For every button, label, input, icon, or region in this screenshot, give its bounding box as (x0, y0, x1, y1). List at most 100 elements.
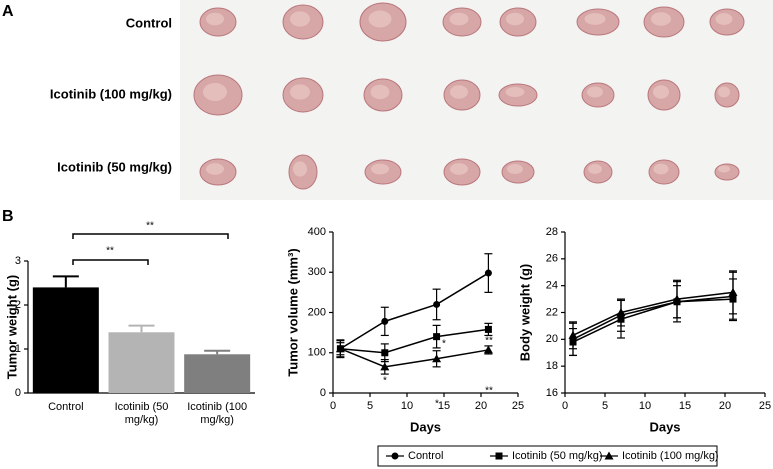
tumor-highlight (450, 85, 468, 99)
marker (616, 308, 626, 316)
series-line (340, 328, 489, 354)
y-tick-label: 3 (15, 255, 21, 267)
y-tick-label: 28 (546, 226, 558, 238)
x-tick-label: 25 (759, 400, 771, 412)
tumor-highlight (449, 12, 469, 26)
marker (484, 325, 492, 333)
tumor-highlight (368, 10, 392, 28)
series-line (572, 295, 734, 341)
tumor-highlight (653, 163, 669, 175)
x-tick-label: 25 (512, 400, 524, 412)
legend-label: Icotinib (50 mg/kg) (512, 450, 602, 462)
legend-label: Icotinib (100 mg/kg) (622, 450, 719, 462)
row-label: Control (126, 15, 172, 30)
tumor-highlight (715, 13, 733, 25)
series-line (572, 298, 734, 343)
x-tick-label: 20 (475, 400, 487, 412)
annotation: ** (106, 246, 114, 257)
x-tick-label: 20 (719, 400, 731, 412)
tumor-highlight (206, 163, 224, 175)
x-tick-label: Icotinib (50 mg/kg) (114, 401, 169, 426)
bar (184, 354, 251, 393)
x-tick-label: 0 (562, 400, 568, 412)
marker (381, 349, 389, 357)
annotation: * (435, 399, 439, 410)
marker (335, 344, 345, 353)
marker (483, 345, 493, 354)
annotation: ** (146, 221, 154, 232)
tumor-highlight (505, 87, 525, 97)
tumor-highlight (206, 12, 224, 26)
legend-marker (495, 452, 503, 460)
tumor-highlight (203, 83, 227, 101)
legend-marker (604, 451, 614, 460)
tumor-highlight (371, 163, 389, 175)
marker (484, 269, 492, 277)
y-tick-label: 16 (546, 387, 558, 399)
tumor-highlight (718, 165, 730, 173)
marker (432, 354, 442, 363)
panel-label: A (2, 3, 14, 20)
marker (568, 330, 578, 339)
annotation: * (442, 339, 446, 350)
significance-bracket (72, 259, 149, 265)
tumor-highlight (588, 164, 602, 174)
tumor-highlight (290, 11, 310, 27)
y-tick-label: 24 (546, 280, 558, 292)
tumor-highlight (718, 86, 730, 98)
y-tick-label: 26 (546, 253, 558, 265)
tumor-highlight (584, 13, 606, 25)
row-label: Icotinib (100 mg/kg) (50, 86, 172, 101)
annotation: ** (485, 336, 493, 347)
y-axis-label: Body weight (g) (517, 264, 532, 362)
marker (433, 300, 441, 308)
legend-marker (391, 452, 399, 460)
x-tick-label: 5 (367, 400, 373, 412)
bar (108, 332, 175, 393)
y-tick-label: 0 (320, 387, 326, 399)
x-axis-label: Days (649, 419, 680, 434)
x-tick-label: 5 (602, 400, 608, 412)
row-label: Icotinib (50 mg/kg) (57, 159, 172, 174)
tumor-highlight (587, 86, 603, 98)
tumor-highlight (293, 161, 307, 177)
y-axis-label: Tumor volume (mm³) (285, 248, 300, 376)
series-line (340, 272, 489, 350)
y-tick-label: 300 (308, 266, 326, 278)
series-line (572, 291, 734, 336)
annotation: * (383, 376, 387, 387)
y-tick-label: 20 (546, 333, 558, 345)
tumor-highlight (653, 85, 669, 99)
tumor-highlight (506, 12, 524, 26)
marker (380, 362, 390, 371)
tumor-highlight (507, 164, 523, 174)
tumor-highlight (370, 84, 390, 100)
marker (381, 317, 389, 325)
significance-bracket (72, 233, 229, 239)
x-tick-label: Control (48, 401, 84, 413)
panel-label: B (2, 208, 14, 225)
x-tick-label: 10 (639, 400, 651, 412)
y-tick-label: 22 (546, 306, 558, 318)
tumor-highlight (290, 84, 310, 100)
series-line (340, 348, 489, 368)
tumor-highlight (450, 163, 468, 175)
legend-label: Control (408, 450, 443, 462)
marker (433, 333, 441, 341)
x-tick-label: 15 (679, 400, 691, 412)
y-axis-label: Tumor weight (g) (4, 275, 19, 379)
marker (672, 294, 682, 303)
y-tick-label: 2 (15, 299, 21, 311)
tumor-highlight (651, 12, 671, 26)
bar (32, 287, 99, 393)
y-tick-label: 18 (546, 360, 558, 372)
x-tick-label: 15 (438, 400, 450, 412)
x-tick-label: 10 (401, 400, 413, 412)
y-tick-label: 200 (308, 306, 326, 318)
x-tick-label: Icotinib (100 mg/kg) (187, 401, 248, 426)
y-tick-label: 400 (308, 226, 326, 238)
y-tick-label: 1 (15, 343, 21, 355)
y-tick-label: 100 (308, 347, 326, 359)
